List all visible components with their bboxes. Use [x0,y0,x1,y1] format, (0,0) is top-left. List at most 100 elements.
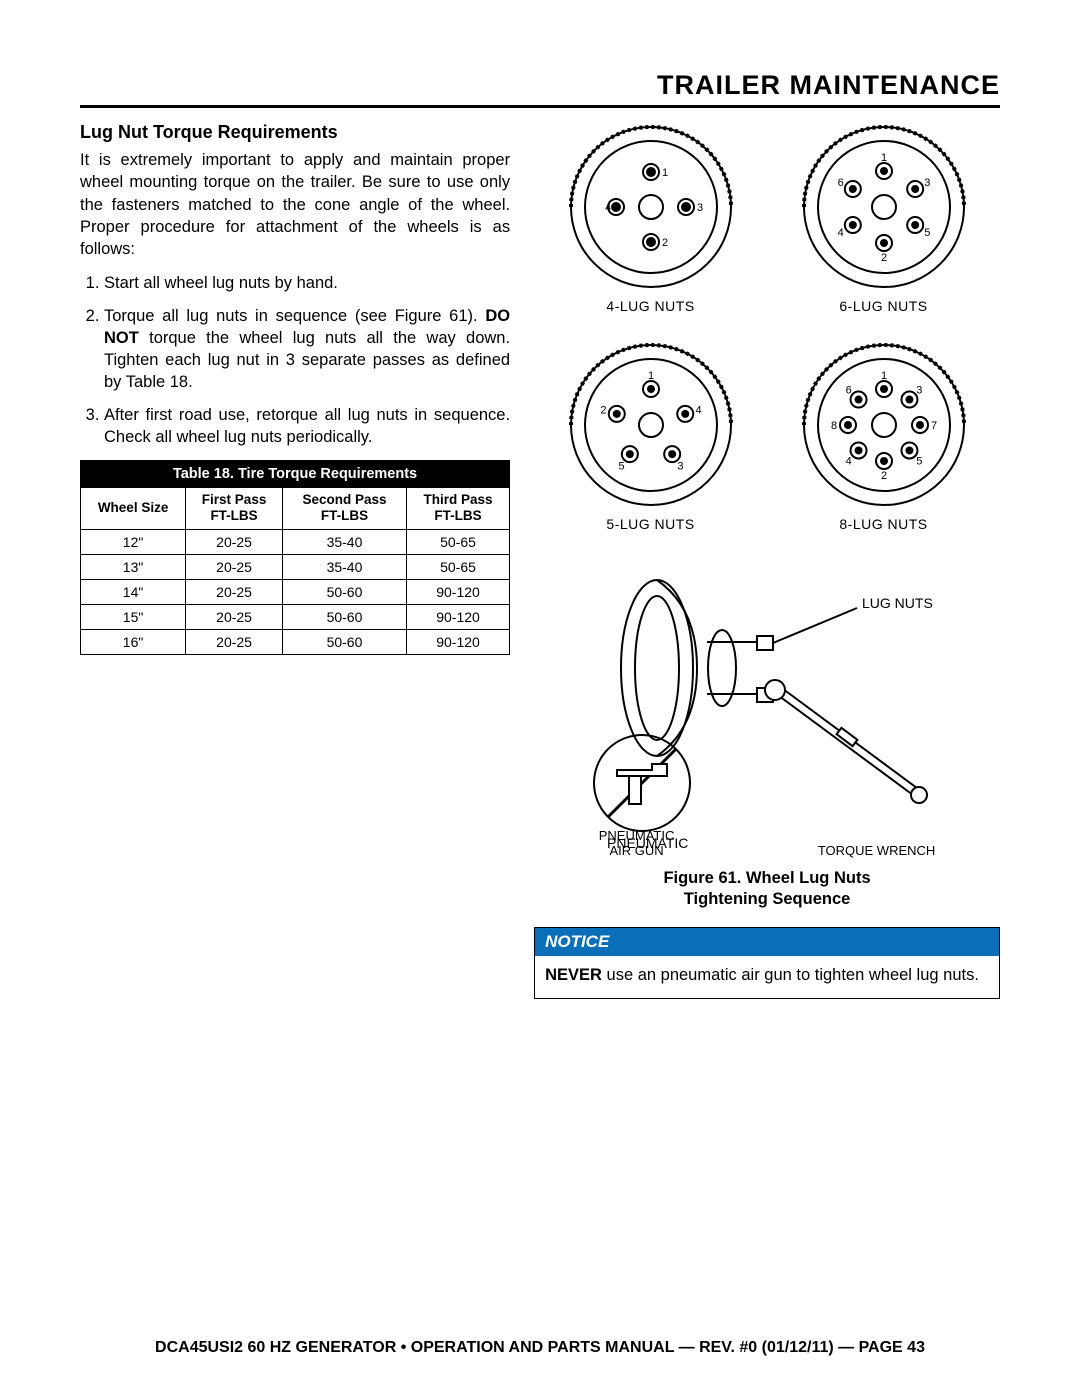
cell: 50-65 [406,529,509,554]
table-col-1: First PassFT-LBS [186,488,283,529]
step-2-post: torque the wheel lug nuts all the way do… [104,329,510,392]
notice-header: NOTICE [535,928,999,956]
table-row: 13"20-2535-4050-65 [81,554,510,579]
content-area: Lug Nut Torque Requirements It is extrem… [80,122,1000,999]
cell: 35-40 [282,554,406,579]
wheel-6-lug: 1 3 5 2 4 6 6-LUG NUTS [799,122,969,332]
cell: 50-60 [282,579,406,604]
torque-diagram: LUG NUTS PNEUMATIC [557,558,977,848]
svg-text:1: 1 [880,370,886,382]
cell: 35-40 [282,529,406,554]
cell: 90-120 [406,579,509,604]
cell: 15" [81,604,186,629]
table-col-3: Third PassFT-LBS [406,488,509,529]
table-col-2b: FT-LBS [321,508,368,523]
notice-bold: NEVER [545,966,602,984]
page-title: TRAILER MAINTENANCE [80,70,1000,108]
section-heading: Lug Nut Torque Requirements [80,122,510,143]
page-footer: DCA45USI2 60 HZ GENERATOR • OPERATION AN… [80,1339,1000,1357]
left-column: Lug Nut Torque Requirements It is extrem… [80,122,510,999]
intro-paragraph: It is extremely important to apply and m… [80,149,510,260]
step-3: After first road use, retorque all lug n… [104,404,510,449]
cell: 20-25 [186,579,283,604]
table-title: Table 18. Tire Torque Requirements [81,461,510,488]
wheel-6-icon: 1 3 5 2 4 6 [799,122,969,292]
wheel-5-icon: 1 4 3 5 2 [566,340,736,510]
svg-text:8: 8 [830,420,836,432]
svg-text:2: 2 [600,405,606,417]
svg-text:4: 4 [695,405,701,417]
right-column: 1 2 3 4 4-LUG NUTS 1 3 5 2 4 6 [534,122,1000,999]
cell: 50-65 [406,554,509,579]
wheel-row-bottom: 1 4 3 5 2 5-LUG NUTS 1 3 7 5 2 4 8 6 8-LUG NUTS [534,340,1000,550]
wheel-4-icon: 1 2 3 4 [566,122,736,292]
table-row: 16"20-2550-6090-120 [81,629,510,654]
svg-text:6: 6 [837,177,843,189]
table-row: 14"20-2550-6090-120 [81,579,510,604]
svg-text:2: 2 [880,252,886,264]
table-col-0: Wheel Size [81,488,186,529]
table-col-2a: Second Pass [302,492,386,507]
wheel-4-lug: 1 2 3 4 4-LUG NUTS [566,122,736,332]
svg-text:1: 1 [880,152,886,164]
cell: 50-60 [282,629,406,654]
notice-body: NEVER use an pneumatic air gun to tighte… [535,956,999,998]
notice-box: NOTICE NEVER use an pneumatic air gun to… [534,927,1000,999]
table-row: 15"20-2550-6090-120 [81,604,510,629]
cell: 90-120 [406,604,509,629]
wheel-8-lug: 1 3 7 5 2 4 8 6 8-LUG NUTS [799,340,969,550]
svg-text:1: 1 [647,370,653,382]
cell: 12" [81,529,186,554]
svg-text:2: 2 [880,470,886,482]
table-col-3a: Third Pass [424,492,493,507]
table-row: 12"20-2535-4050-65 [81,529,510,554]
cell: 20-25 [186,629,283,654]
wheel-6-label: 6-LUG NUTS [799,298,969,314]
step-1: Start all wheel lug nuts by hand. [104,272,510,294]
wheel-5-label: 5-LUG NUTS [566,516,736,532]
figure-caption-2: Tightening Sequence [684,890,851,908]
cell: 90-120 [406,629,509,654]
notice-rest: use an pneumatic air gun to tighten whee… [602,966,979,984]
figure-caption: Figure 61. Wheel Lug Nuts Tightening Seq… [534,868,1000,911]
step-2: Torque all lug nuts in sequence (see Fig… [104,305,510,394]
table-col-3b: FT-LBS [434,508,481,523]
svg-text:3: 3 [916,385,922,397]
wheel-8-icon: 1 3 7 5 2 4 8 6 [799,340,969,510]
cell: 16" [81,629,186,654]
cell: 20-25 [186,529,283,554]
wheel-row-top: 1 2 3 4 4-LUG NUTS 1 3 5 2 4 6 [534,122,1000,332]
svg-text:6: 6 [845,385,851,397]
pneumatic-label: PNEUMATIC [599,828,675,843]
svg-text:5: 5 [618,460,624,472]
svg-text:4: 4 [837,227,843,239]
cell: 14" [81,579,186,604]
cell: 50-60 [282,604,406,629]
svg-text:5: 5 [924,227,930,239]
wheel-8-label: 8-LUG NUTS [799,516,969,532]
svg-text:3: 3 [697,202,703,214]
svg-text:7: 7 [930,420,936,432]
table-col-1b: FT-LBS [210,508,257,523]
svg-text:1: 1 [662,167,668,179]
svg-text:5: 5 [916,455,922,467]
svg-text:2: 2 [662,237,668,249]
cell: 20-25 [186,554,283,579]
cell: 13" [81,554,186,579]
wheel-4-label: 4-LUG NUTS [566,298,736,314]
torque-wrench-label: TORQUE WRENCH [818,843,935,858]
svg-text:3: 3 [924,177,930,189]
pneumatic-label-2: AIR GUN [599,843,675,858]
torque-table: Table 18. Tire Torque Requirements Wheel… [80,460,510,654]
svg-text:4: 4 [605,202,611,214]
step-2-pre: Torque all lug nuts in sequence (see Fig… [104,307,485,325]
svg-text:3: 3 [677,460,683,472]
table-col-1a: First Pass [202,492,267,507]
svg-text:4: 4 [845,455,851,467]
procedure-list: Start all wheel lug nuts by hand. Torque… [80,272,510,448]
cell: 20-25 [186,604,283,629]
table-col-2: Second PassFT-LBS [282,488,406,529]
figure-caption-1: Figure 61. Wheel Lug Nuts [663,869,870,887]
wheel-5-lug: 1 4 3 5 2 5-LUG NUTS [566,340,736,550]
lug-nuts-label: LUG NUTS [862,595,933,611]
